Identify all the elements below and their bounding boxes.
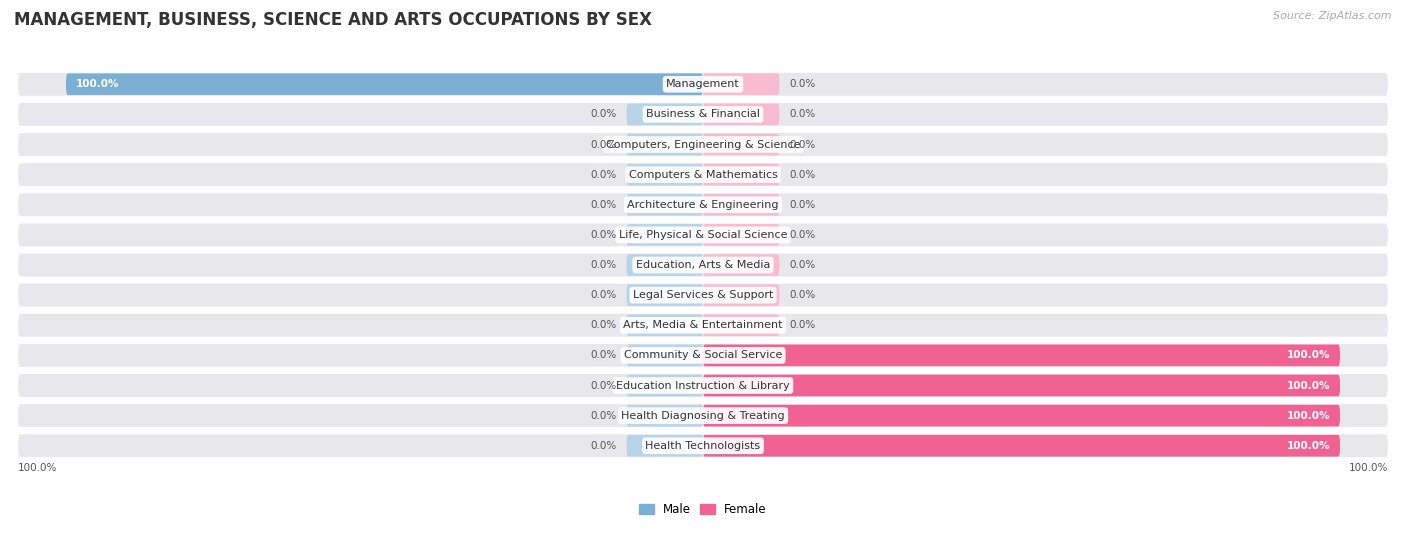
FancyBboxPatch shape: [627, 314, 703, 336]
Text: Health Diagnosing & Treating: Health Diagnosing & Treating: [621, 411, 785, 420]
Text: 100.0%: 100.0%: [76, 79, 120, 89]
Text: 0.0%: 0.0%: [789, 200, 815, 210]
Text: 0.0%: 0.0%: [789, 140, 815, 149]
FancyBboxPatch shape: [627, 103, 703, 125]
Text: Management: Management: [666, 79, 740, 89]
FancyBboxPatch shape: [66, 73, 703, 95]
Text: 0.0%: 0.0%: [591, 110, 617, 120]
FancyBboxPatch shape: [18, 254, 1388, 277]
Text: 0.0%: 0.0%: [591, 260, 617, 270]
FancyBboxPatch shape: [627, 435, 703, 457]
Text: 0.0%: 0.0%: [789, 260, 815, 270]
Text: 0.0%: 0.0%: [591, 411, 617, 420]
FancyBboxPatch shape: [703, 405, 1340, 427]
FancyBboxPatch shape: [627, 194, 703, 216]
FancyBboxPatch shape: [18, 434, 1388, 457]
FancyBboxPatch shape: [18, 103, 1388, 126]
FancyBboxPatch shape: [703, 134, 779, 155]
FancyBboxPatch shape: [18, 283, 1388, 306]
Text: 0.0%: 0.0%: [591, 320, 617, 330]
FancyBboxPatch shape: [627, 344, 703, 366]
FancyBboxPatch shape: [627, 164, 703, 186]
Text: 0.0%: 0.0%: [789, 290, 815, 300]
FancyBboxPatch shape: [18, 224, 1388, 247]
Text: MANAGEMENT, BUSINESS, SCIENCE AND ARTS OCCUPATIONS BY SEX: MANAGEMENT, BUSINESS, SCIENCE AND ARTS O…: [14, 11, 652, 29]
FancyBboxPatch shape: [18, 163, 1388, 186]
Text: 0.0%: 0.0%: [591, 200, 617, 210]
FancyBboxPatch shape: [18, 374, 1388, 397]
Text: 0.0%: 0.0%: [789, 320, 815, 330]
FancyBboxPatch shape: [703, 224, 779, 246]
Text: 100.0%: 100.0%: [1286, 411, 1330, 420]
Text: Source: ZipAtlas.com: Source: ZipAtlas.com: [1274, 11, 1392, 21]
FancyBboxPatch shape: [18, 133, 1388, 156]
Text: 0.0%: 0.0%: [789, 169, 815, 179]
Text: Architecture & Engineering: Architecture & Engineering: [627, 200, 779, 210]
Text: 0.0%: 0.0%: [789, 79, 815, 89]
FancyBboxPatch shape: [703, 73, 779, 95]
Text: 0.0%: 0.0%: [789, 230, 815, 240]
FancyBboxPatch shape: [627, 134, 703, 155]
FancyBboxPatch shape: [627, 375, 703, 396]
Text: 0.0%: 0.0%: [591, 290, 617, 300]
Text: 0.0%: 0.0%: [591, 350, 617, 361]
FancyBboxPatch shape: [18, 73, 1388, 96]
FancyBboxPatch shape: [627, 254, 703, 276]
FancyBboxPatch shape: [703, 344, 1340, 366]
FancyBboxPatch shape: [18, 344, 1388, 367]
Text: Education, Arts & Media: Education, Arts & Media: [636, 260, 770, 270]
Text: 0.0%: 0.0%: [591, 230, 617, 240]
Text: Legal Services & Support: Legal Services & Support: [633, 290, 773, 300]
Text: Education Instruction & Library: Education Instruction & Library: [616, 381, 790, 391]
FancyBboxPatch shape: [703, 435, 1340, 457]
Text: Computers & Mathematics: Computers & Mathematics: [628, 169, 778, 179]
Text: Life, Physical & Social Science: Life, Physical & Social Science: [619, 230, 787, 240]
Text: 100.0%: 100.0%: [18, 463, 58, 473]
FancyBboxPatch shape: [703, 285, 779, 306]
Text: 100.0%: 100.0%: [1286, 381, 1330, 391]
Text: 0.0%: 0.0%: [591, 381, 617, 391]
FancyBboxPatch shape: [627, 405, 703, 427]
Text: 100.0%: 100.0%: [1286, 440, 1330, 451]
FancyBboxPatch shape: [627, 285, 703, 306]
FancyBboxPatch shape: [18, 193, 1388, 216]
Text: Health Technologists: Health Technologists: [645, 440, 761, 451]
Text: Business & Financial: Business & Financial: [645, 110, 761, 120]
FancyBboxPatch shape: [703, 164, 779, 186]
Text: 0.0%: 0.0%: [591, 440, 617, 451]
Text: 0.0%: 0.0%: [591, 169, 617, 179]
FancyBboxPatch shape: [703, 254, 779, 276]
FancyBboxPatch shape: [703, 194, 779, 216]
Text: 0.0%: 0.0%: [591, 140, 617, 149]
FancyBboxPatch shape: [18, 404, 1388, 427]
Text: 0.0%: 0.0%: [789, 110, 815, 120]
FancyBboxPatch shape: [703, 314, 779, 336]
FancyBboxPatch shape: [703, 103, 779, 125]
Text: Community & Social Service: Community & Social Service: [624, 350, 782, 361]
Text: Computers, Engineering & Science: Computers, Engineering & Science: [606, 140, 800, 149]
FancyBboxPatch shape: [18, 314, 1388, 337]
Legend: Male, Female: Male, Female: [634, 498, 772, 520]
Text: Arts, Media & Entertainment: Arts, Media & Entertainment: [623, 320, 783, 330]
Text: 100.0%: 100.0%: [1286, 350, 1330, 361]
FancyBboxPatch shape: [703, 375, 1340, 396]
Text: 100.0%: 100.0%: [1348, 463, 1388, 473]
FancyBboxPatch shape: [627, 224, 703, 246]
